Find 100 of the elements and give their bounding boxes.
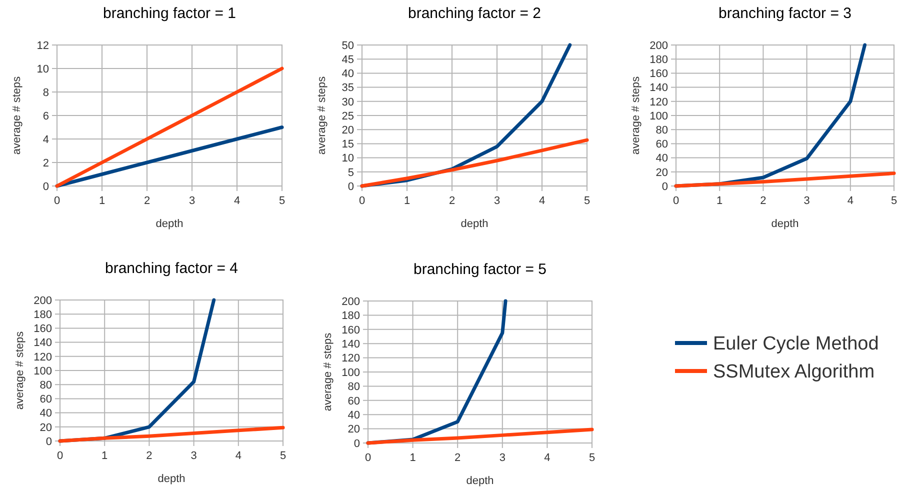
chart-title: branching factor = 3 [718, 5, 852, 22]
x-tick-label: 0 [56, 450, 64, 462]
line-series [55, 66, 284, 188]
y-tick-label: 0 [42, 180, 49, 193]
y-tick-label: 0 [348, 180, 354, 193]
x-tick-label: 3 [190, 450, 197, 462]
line-series [674, 172, 896, 188]
y-tick-label: 80 [40, 379, 52, 392]
x-tick-label: 5 [280, 450, 286, 462]
y-tick-label: 20 [656, 166, 668, 179]
x-axis-title: depth [156, 218, 184, 230]
x-tick-label: 3 [494, 195, 500, 207]
y-tick-label: 100 [342, 366, 360, 379]
y-tick-label: 60 [40, 394, 52, 406]
x-tick-label: 5 [890, 195, 898, 207]
y-axis-title: average # steps [11, 76, 23, 155]
y-tick-label: 12 [36, 40, 49, 52]
line-series [366, 428, 594, 445]
chart-title: branching factor = 2 [408, 5, 542, 22]
y-tick-label: 10 [342, 152, 354, 165]
y-axis-title: average # steps [14, 330, 26, 410]
line-series [55, 126, 284, 188]
y-tick-label: 0 [46, 436, 52, 448]
y-tick-label: 140 [650, 82, 668, 94]
y-tick-label: 200 [342, 296, 360, 308]
x-tick-label: 2 [146, 450, 152, 462]
y-tick-label: 100 [650, 110, 668, 122]
y-tick-label: 2 [42, 157, 49, 170]
x-tick-label: 2 [448, 195, 456, 207]
y-tick-label: 60 [656, 138, 668, 151]
x-tick-label: 5 [584, 195, 590, 207]
y-tick-label: 40 [40, 408, 52, 420]
y-tick-label: 180 [342, 310, 360, 322]
x-tick-label: 4 [544, 452, 550, 464]
y-tick-label: 5 [348, 166, 354, 179]
line-series [58, 426, 285, 443]
x-tick-label: 1 [102, 450, 108, 462]
y-axis-title: average # steps [322, 332, 334, 412]
y-tick-label: 160 [342, 324, 360, 336]
y-tick-label: 20 [342, 124, 354, 136]
x-tick-label: 3 [188, 195, 196, 207]
y-tick-label: 200 [34, 294, 52, 307]
line-series [360, 138, 589, 188]
y-tick-label: 35 [342, 82, 354, 94]
y-tick-label: 160 [34, 323, 52, 336]
y-tick-label: 50 [342, 40, 354, 52]
x-tick-label: 1 [716, 195, 723, 207]
y-tick-label: 40 [342, 68, 354, 80]
x-tick-label: 5 [588, 452, 596, 464]
x-tick-label: 4 [847, 195, 854, 207]
x-tick-label: 0 [54, 195, 60, 207]
x-tick-label: 1 [410, 452, 416, 464]
y-tick-label: 200 [650, 40, 668, 52]
y-tick-label: 15 [342, 138, 354, 151]
x-tick-label: 2 [144, 195, 150, 207]
y-tick-label: 25 [342, 110, 354, 122]
x-axis-title: depth [771, 218, 799, 230]
x-tick-label: 3 [804, 195, 810, 207]
y-tick-label: 10 [36, 63, 49, 76]
y-tick-label: 80 [348, 381, 360, 394]
y-tick-label: 0 [354, 438, 360, 450]
y-tick-label: 80 [656, 124, 668, 136]
x-axis-title: depth [158, 473, 186, 485]
y-tick-label: 160 [650, 68, 668, 80]
x-tick-label: 0 [364, 452, 372, 464]
x-tick-label: 2 [760, 195, 766, 207]
y-tick-label: 45 [342, 54, 354, 66]
y-tick-label: 180 [650, 54, 668, 66]
y-tick-label: 20 [40, 422, 52, 434]
x-tick-label: 0 [672, 195, 680, 207]
y-tick-label: 120 [650, 96, 668, 108]
x-axis-title: depth [460, 218, 488, 230]
y-tick-label: 8 [42, 86, 49, 99]
y-tick-label: 140 [342, 338, 360, 350]
x-tick-label: 5 [278, 195, 286, 207]
x-tick-label: 3 [499, 452, 506, 464]
y-tick-label: 140 [34, 337, 52, 350]
y-axis-title: average # steps [630, 76, 642, 155]
y-tick-label: 20 [348, 424, 360, 436]
y-tick-label: 6 [42, 110, 49, 122]
y-tick-label: 40 [656, 152, 668, 165]
x-tick-label: 2 [454, 452, 461, 464]
y-tick-label: 120 [34, 351, 52, 364]
y-tick-label: 100 [34, 365, 52, 378]
y-tick-label: 40 [348, 409, 360, 422]
x-axis-title: depth [466, 475, 494, 487]
x-tick-label: 4 [234, 195, 240, 207]
y-tick-label: 0 [662, 180, 668, 193]
chart-title: branching factor = 4 [104, 260, 238, 277]
legend-label: Euler Cycle Method [713, 334, 879, 355]
x-tick-label: 4 [538, 195, 546, 207]
y-tick-label: 30 [342, 96, 354, 108]
x-tick-label: 1 [98, 195, 106, 207]
chart-title: branching factor = 5 [413, 261, 547, 278]
x-tick-label: 4 [235, 450, 242, 462]
y-tick-label: 4 [42, 134, 49, 146]
x-tick-label: 1 [404, 195, 410, 207]
y-tick-label: 120 [342, 352, 360, 365]
y-tick-label: 60 [348, 395, 360, 408]
chart-title: branching factor = 1 [102, 5, 236, 22]
